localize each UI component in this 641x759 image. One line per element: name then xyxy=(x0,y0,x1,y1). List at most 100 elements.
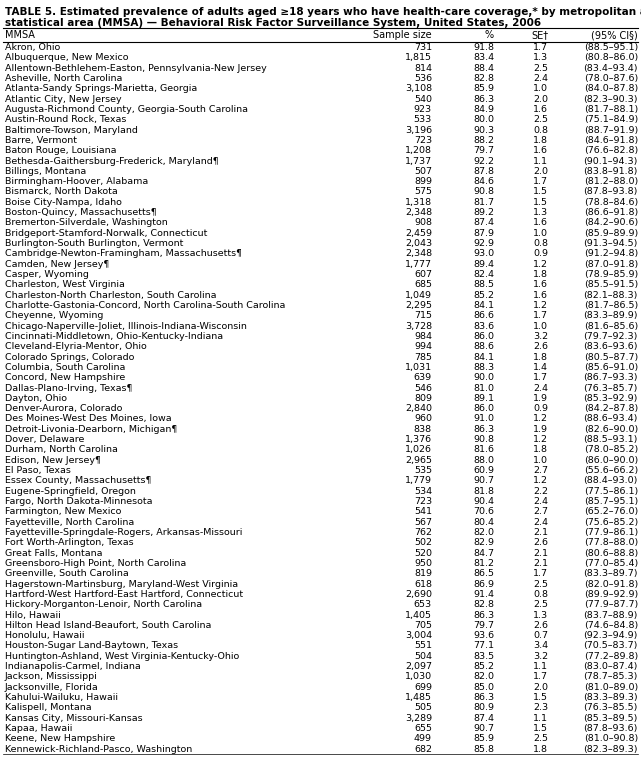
Text: (78.7–85.3): (78.7–85.3) xyxy=(583,672,638,682)
Text: 1.5: 1.5 xyxy=(533,187,548,197)
Text: 535: 535 xyxy=(414,466,432,475)
Text: Farmington, New Mexico: Farmington, New Mexico xyxy=(5,507,121,516)
Text: 87.4: 87.4 xyxy=(473,713,494,723)
Text: Hilo, Hawaii: Hilo, Hawaii xyxy=(5,610,61,619)
Text: 1.7: 1.7 xyxy=(533,177,548,186)
Text: 838: 838 xyxy=(414,425,432,434)
Text: 814: 814 xyxy=(414,64,432,73)
Text: (87.8–93.8): (87.8–93.8) xyxy=(583,187,638,197)
Text: 2.5: 2.5 xyxy=(533,600,548,609)
Text: (74.6–84.8): (74.6–84.8) xyxy=(584,621,638,630)
Text: 92.2: 92.2 xyxy=(473,156,494,165)
Text: 84.6: 84.6 xyxy=(473,177,494,186)
Text: (76.3–85.5): (76.3–85.5) xyxy=(583,704,638,713)
Text: Augusta-Richmond County, Georgia-South Carolina: Augusta-Richmond County, Georgia-South C… xyxy=(5,105,248,114)
Text: 2.6: 2.6 xyxy=(533,621,548,630)
Text: 81.8: 81.8 xyxy=(473,487,494,496)
Text: Casper, Wyoming: Casper, Wyoming xyxy=(5,270,89,279)
Text: 86.9: 86.9 xyxy=(473,580,494,588)
Text: 77.1: 77.1 xyxy=(473,641,494,650)
Text: (79.7–92.3): (79.7–92.3) xyxy=(583,332,638,341)
Text: 85.0: 85.0 xyxy=(473,683,494,691)
Text: 1,031: 1,031 xyxy=(405,363,432,372)
Text: SE†: SE† xyxy=(531,30,548,40)
Text: (90.1–94.3): (90.1–94.3) xyxy=(583,156,638,165)
Text: (87.8–93.6): (87.8–93.6) xyxy=(583,724,638,733)
Text: 86.6: 86.6 xyxy=(473,311,494,320)
Text: 86.3: 86.3 xyxy=(473,693,494,702)
Text: 1,485: 1,485 xyxy=(405,693,432,702)
Text: 536: 536 xyxy=(414,74,432,83)
Text: 1.0: 1.0 xyxy=(533,84,548,93)
Text: 1.8: 1.8 xyxy=(533,353,548,361)
Text: Camden, New Jersey¶: Camden, New Jersey¶ xyxy=(5,260,109,269)
Text: (88.5–95.1): (88.5–95.1) xyxy=(584,43,638,52)
Text: 540: 540 xyxy=(414,95,432,103)
Text: (86.6–91.8): (86.6–91.8) xyxy=(584,208,638,217)
Text: 2,295: 2,295 xyxy=(405,301,432,310)
Text: 2.1: 2.1 xyxy=(533,528,548,537)
Text: 93.6: 93.6 xyxy=(473,631,494,640)
Text: Kahului-Wailuku, Hawaii: Kahului-Wailuku, Hawaii xyxy=(5,693,118,702)
Text: (78.0–85.2): (78.0–85.2) xyxy=(584,446,638,455)
Text: 723: 723 xyxy=(414,497,432,506)
Text: (81.6–85.6): (81.6–85.6) xyxy=(584,322,638,331)
Text: Fort Worth-Arlington, Texas: Fort Worth-Arlington, Texas xyxy=(5,538,133,547)
Text: 534: 534 xyxy=(414,487,432,496)
Text: 1.3: 1.3 xyxy=(533,610,548,619)
Text: Jackson, Mississippi: Jackson, Mississippi xyxy=(5,672,97,682)
Text: Chicago-Naperville-Joliet, Illinois-Indiana-Wisconsin: Chicago-Naperville-Joliet, Illinois-Indi… xyxy=(5,322,247,331)
Text: (76.6–82.8): (76.6–82.8) xyxy=(584,146,638,155)
Text: 762: 762 xyxy=(414,528,432,537)
Text: El Paso, Texas: El Paso, Texas xyxy=(5,466,71,475)
Text: 1,208: 1,208 xyxy=(405,146,432,155)
Text: Hickory-Morganton-Lenoir, North Carolina: Hickory-Morganton-Lenoir, North Carolina xyxy=(5,600,202,609)
Text: 551: 551 xyxy=(414,641,432,650)
Text: 984: 984 xyxy=(414,332,432,341)
Text: 70.6: 70.6 xyxy=(473,507,494,516)
Text: 504: 504 xyxy=(414,652,432,661)
Text: 1.1: 1.1 xyxy=(533,156,548,165)
Text: 1.9: 1.9 xyxy=(533,394,548,403)
Text: (81.0–89.0): (81.0–89.0) xyxy=(584,683,638,691)
Text: 2.4: 2.4 xyxy=(533,383,548,392)
Text: 2.5: 2.5 xyxy=(533,115,548,124)
Text: Akron, Ohio: Akron, Ohio xyxy=(5,43,60,52)
Text: 819: 819 xyxy=(414,569,432,578)
Text: 541: 541 xyxy=(414,507,432,516)
Text: 607: 607 xyxy=(414,270,432,279)
Text: 85.2: 85.2 xyxy=(473,291,494,300)
Text: (77.5–86.1): (77.5–86.1) xyxy=(584,487,638,496)
Text: 2.4: 2.4 xyxy=(533,497,548,506)
Text: 3,004: 3,004 xyxy=(405,631,432,640)
Text: Bismarck, North Dakota: Bismarck, North Dakota xyxy=(5,187,118,197)
Text: 1.2: 1.2 xyxy=(533,477,548,486)
Text: 699: 699 xyxy=(414,683,432,691)
Text: 2.6: 2.6 xyxy=(533,342,548,351)
Text: 85.9: 85.9 xyxy=(473,84,494,93)
Text: Birmingham-Hoover, Alabama: Birmingham-Hoover, Alabama xyxy=(5,177,148,186)
Text: (81.0–90.8): (81.0–90.8) xyxy=(584,735,638,743)
Text: 507: 507 xyxy=(414,167,432,176)
Text: 655: 655 xyxy=(414,724,432,733)
Text: 1,376: 1,376 xyxy=(405,435,432,444)
Text: 0.8: 0.8 xyxy=(533,239,548,248)
Text: 2.5: 2.5 xyxy=(533,735,548,743)
Text: 1,405: 1,405 xyxy=(405,610,432,619)
Text: 2.1: 2.1 xyxy=(533,549,548,558)
Text: 1,777: 1,777 xyxy=(405,260,432,269)
Text: 81.0: 81.0 xyxy=(473,383,494,392)
Text: 809: 809 xyxy=(414,394,432,403)
Text: Houston-Sugar Land-Baytown, Texas: Houston-Sugar Land-Baytown, Texas xyxy=(5,641,178,650)
Text: 1.1: 1.1 xyxy=(533,662,548,671)
Text: 89.2: 89.2 xyxy=(473,208,494,217)
Text: 80.9: 80.9 xyxy=(473,704,494,713)
Text: Baltimore-Towson, Maryland: Baltimore-Towson, Maryland xyxy=(5,125,138,134)
Text: Austin-Round Rock, Texas: Austin-Round Rock, Texas xyxy=(5,115,126,124)
Text: Burlington-South Burlington, Vermont: Burlington-South Burlington, Vermont xyxy=(5,239,183,248)
Text: 90.3: 90.3 xyxy=(473,125,494,134)
Text: 2.6: 2.6 xyxy=(533,538,548,547)
Text: (83.3–89.9): (83.3–89.9) xyxy=(583,311,638,320)
Text: Huntington-Ashland, West Virginia-Kentucky-Ohio: Huntington-Ashland, West Virginia-Kentuc… xyxy=(5,652,239,661)
Text: 505: 505 xyxy=(414,704,432,713)
